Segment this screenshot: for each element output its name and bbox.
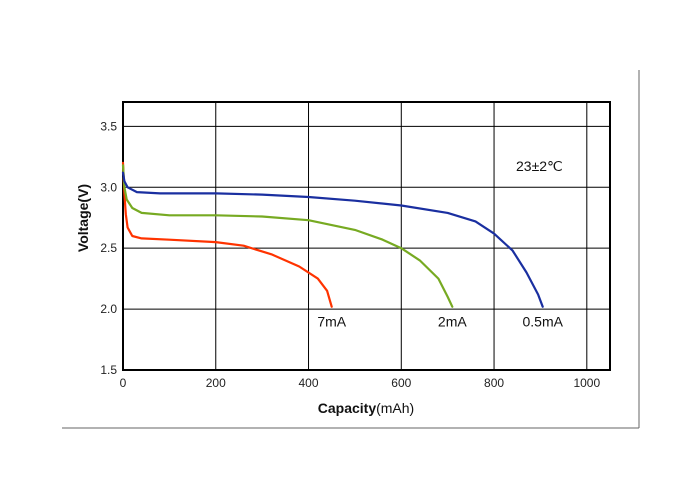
x-axis-title: Capacity(mAh) [318, 400, 414, 416]
series-label-1: 2mA [438, 314, 467, 330]
y-tick-label: 2.5 [100, 241, 117, 255]
x-tick-label: 400 [299, 376, 319, 390]
x-tick-label: 800 [484, 376, 504, 390]
x-tick-label: 1000 [573, 376, 600, 390]
series-label-0: 7mA [317, 314, 346, 330]
y-axis-title: Voltage(V) [75, 184, 91, 252]
x-tick-label: 600 [391, 376, 411, 390]
x-tick-label: 0 [120, 376, 127, 390]
plot-area [122, 101, 611, 371]
annotation-temperature: 23±2℃ [516, 158, 563, 174]
series-label-2: 0.5mA [523, 314, 564, 330]
series-layer: 7mA 2mA 0.5mA [121, 161, 564, 330]
x-tick-label: 200 [206, 376, 226, 390]
series-line-2 [121, 171, 544, 308]
grid [122, 102, 610, 371]
y-tick-label: 3.0 [100, 180, 117, 194]
y-tick-label: 2.0 [100, 302, 117, 316]
tick-labels: 0 200 400 600 800 1000 1.5 2.0 2.5 3.0 3.5 [100, 119, 600, 390]
x-axis-title-unit: (mAh) [376, 400, 414, 416]
y-tick-label: 3.5 [100, 119, 117, 133]
x-axis-title-main: Capacity [318, 400, 377, 416]
series-line-0 [121, 161, 333, 308]
y-tick-label: 1.5 [100, 363, 117, 377]
series-line-1 [121, 164, 454, 308]
